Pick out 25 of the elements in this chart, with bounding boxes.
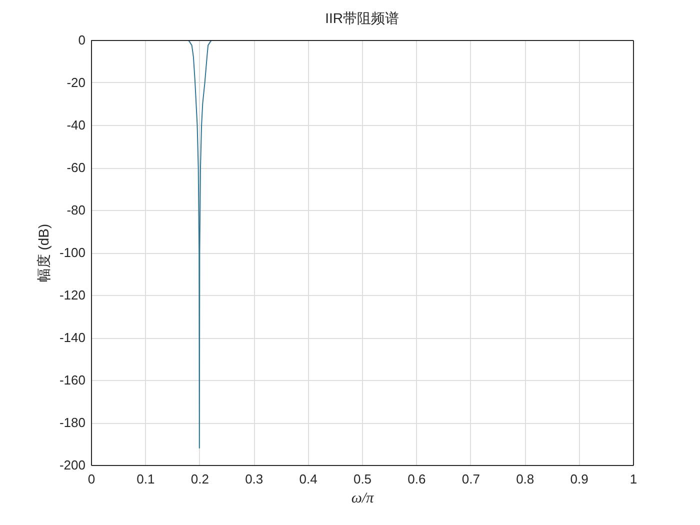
y-tick-label: -140 (59, 330, 86, 345)
x-tick-label: 0 (88, 472, 96, 486)
x-tick-label: 0.7 (462, 472, 480, 486)
x-tick-label: 0.6 (408, 472, 426, 486)
x-tick-label: 0.4 (299, 472, 318, 486)
x-axis-title: ω/π (351, 490, 374, 506)
x-tick-label: 0.2 (190, 472, 209, 486)
y-tick-label: -40 (66, 118, 86, 132)
y-tick-label: -200 (59, 458, 86, 472)
x-tick-label: 0.8 (516, 472, 534, 486)
y-tick-label: -60 (66, 160, 86, 175)
x-tick-label: 0.5 (353, 472, 372, 486)
y-tick-label: -120 (59, 288, 86, 302)
y-tick-label: -80 (66, 202, 86, 218)
x-tick-label: 0.3 (245, 472, 264, 486)
x-tick-label: 0.1 (136, 472, 155, 486)
y-tick-label: 0 (78, 32, 86, 48)
chart-title: IIR带阻频谱 (325, 10, 399, 26)
y-tick-label: -20 (66, 75, 86, 90)
x-tick-label: 1 (630, 472, 638, 486)
x-tick-label: 0.9 (570, 472, 588, 486)
y-tick-label: -180 (59, 415, 86, 430)
y-tick-label: -160 (59, 372, 86, 388)
y-tick-label: -100 (59, 245, 86, 260)
y-axis-title: 幅度 (dB) (35, 224, 52, 282)
